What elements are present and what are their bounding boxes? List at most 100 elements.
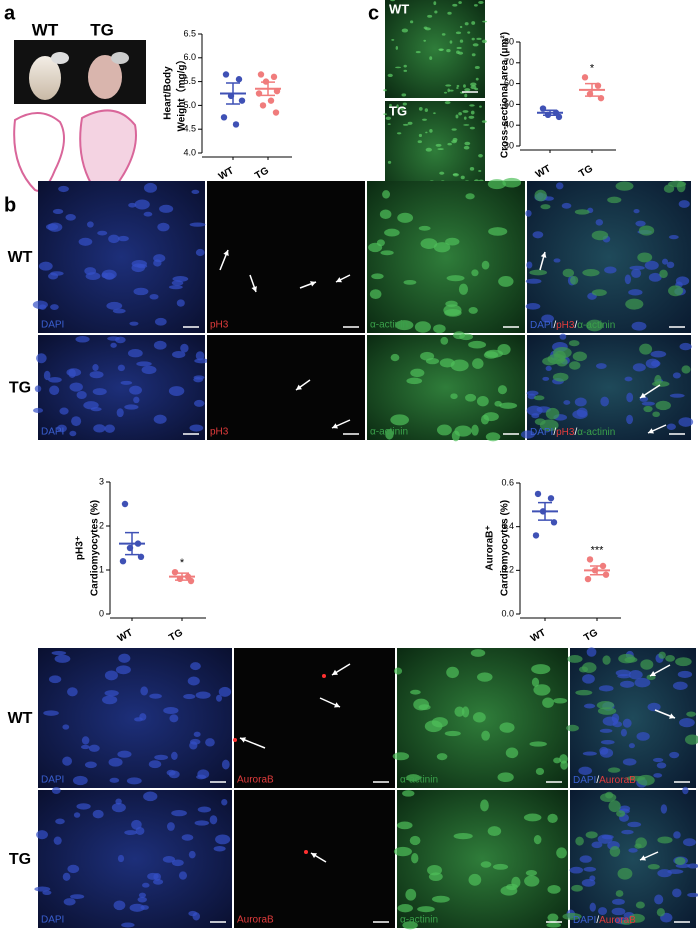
nucleus [93,424,106,433]
nucleus [458,1,462,4]
nucleus [672,372,681,379]
nucleus [626,392,634,403]
nucleus [553,346,572,359]
nucleus [92,364,99,372]
nucleus [195,248,205,257]
nucleus [171,859,184,867]
nucleus [595,219,604,226]
nucleus [387,123,391,126]
nucleus [526,390,539,396]
nucleus [499,402,518,409]
data-point [238,97,246,104]
micrograph [385,0,485,98]
channel-label: pH3 [210,427,229,438]
nucleus [487,179,506,190]
micrograph [527,181,691,333]
nucleus [681,365,691,374]
nucleus [422,118,427,121]
sample-label: TG [389,103,407,118]
label-part: / [596,775,599,786]
nucleus [171,751,178,761]
data-point [232,121,240,128]
nucleus [384,228,400,237]
x-tick-label: WT [529,627,548,644]
row-label: WT [8,710,33,727]
nucleus [153,254,166,263]
nucleus [589,902,596,912]
label-part: / [596,915,599,926]
nucleus [157,222,170,232]
nucleus [447,88,450,93]
nucleus [656,762,667,769]
y-tick-label: 50 [504,99,514,109]
nucleus [71,416,82,427]
nucleus [553,258,561,263]
nucleus [429,56,433,61]
data-point [222,71,230,78]
nucleus [445,237,460,246]
nucleus [149,293,159,300]
nucleus [406,377,423,385]
nucleus [188,910,198,917]
nucleus [469,166,475,171]
nucleus [63,898,76,906]
nucleus [436,753,448,761]
arrow-head [540,252,547,258]
nucleus [120,380,133,385]
y-tick-label: 60 [504,78,514,88]
nucleus [637,252,653,263]
nucleus [525,869,538,877]
nucleus [604,266,617,274]
nucleus [69,430,77,437]
data-point [602,571,610,578]
label-part: AuroraB [599,915,636,926]
nucleus [596,700,615,710]
nucleus [195,351,205,361]
nucleus [499,722,515,733]
error-bar [538,501,552,521]
nucleus [675,657,692,667]
nucleus [482,20,488,23]
nucleus [471,269,479,277]
nucleus [153,340,167,350]
nucleus [575,836,584,846]
arrow-head [640,392,646,398]
nucleus [458,112,462,116]
nucleus [453,331,466,340]
nucleus [51,786,61,794]
nucleus [470,649,486,657]
nucleus [534,189,547,202]
nucleus [628,743,635,749]
nucleus [533,684,551,696]
nucleus [571,884,583,892]
nucleus [478,170,482,172]
nucleus [477,672,493,682]
nucleus [529,269,548,276]
micrograph [207,335,365,440]
nucleus [468,307,478,314]
nucleus [586,647,597,657]
nucleus [561,202,572,209]
channel-label: pH3 [210,320,229,331]
nucleus [641,401,655,406]
nucleus [439,171,445,175]
nucleus [547,913,559,922]
nucleus [410,689,421,695]
nucleus [54,654,71,663]
nucleus [476,395,489,407]
nucleus [117,235,129,242]
nucleus [678,200,690,208]
nucleus [526,261,533,269]
heart [29,56,61,100]
nucleus [652,411,660,418]
arrow-head [251,286,257,292]
panel-letter: a [4,2,16,24]
nucleus [452,173,458,176]
row-label: TG [9,380,31,397]
nucleus [215,834,231,845]
nucleus [463,145,470,150]
nucleus [683,838,696,847]
nucleus [478,154,483,158]
nucleus [456,46,462,50]
nucleus [76,390,87,400]
